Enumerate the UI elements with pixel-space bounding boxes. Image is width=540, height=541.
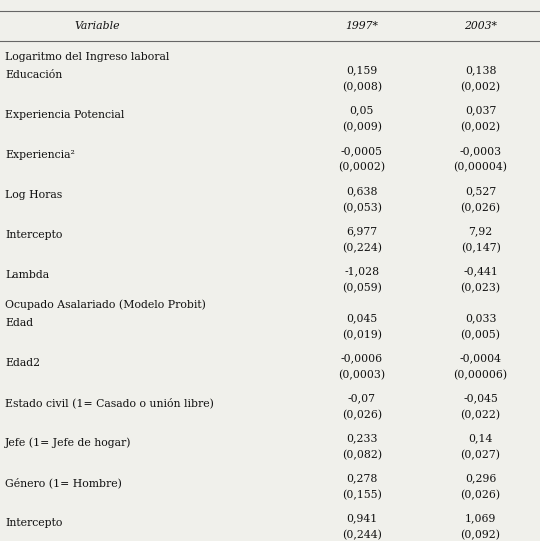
Text: 0,941: 0,941 bbox=[346, 513, 377, 524]
Text: (0,0002): (0,0002) bbox=[338, 162, 386, 173]
Text: 0,296: 0,296 bbox=[465, 473, 496, 484]
Text: (0,008): (0,008) bbox=[342, 82, 382, 93]
Text: (0,00006): (0,00006) bbox=[454, 370, 508, 380]
Text: Intercepto: Intercepto bbox=[5, 230, 63, 240]
Text: (0,059): (0,059) bbox=[342, 282, 382, 293]
Text: (0,023): (0,023) bbox=[461, 282, 501, 293]
Text: 1997*: 1997* bbox=[345, 21, 379, 31]
Text: 0,159: 0,159 bbox=[346, 65, 377, 76]
Text: 0,033: 0,033 bbox=[465, 313, 496, 324]
Text: (0,026): (0,026) bbox=[461, 202, 501, 213]
Text: (0,244): (0,244) bbox=[342, 530, 382, 540]
Text: (0,027): (0,027) bbox=[461, 450, 501, 460]
Text: Experiencia Potencial: Experiencia Potencial bbox=[5, 110, 125, 120]
Text: Log Horas: Log Horas bbox=[5, 190, 63, 200]
Text: (0,00004): (0,00004) bbox=[454, 162, 508, 173]
Text: (0,019): (0,019) bbox=[342, 330, 382, 340]
Text: Intercepto: Intercepto bbox=[5, 518, 63, 528]
Text: -0,441: -0,441 bbox=[463, 266, 498, 276]
Text: Estado civil (1= Casado o unión libre): Estado civil (1= Casado o unión libre) bbox=[5, 398, 214, 408]
Text: Edad2: Edad2 bbox=[5, 358, 40, 368]
Text: -0,045: -0,045 bbox=[463, 393, 498, 404]
Text: 0,233: 0,233 bbox=[346, 433, 377, 444]
Text: Logaritmo del Ingreso laboral: Logaritmo del Ingreso laboral bbox=[5, 52, 170, 62]
Text: Género (1= Hombre): Género (1= Hombre) bbox=[5, 478, 122, 489]
Text: 0,14: 0,14 bbox=[468, 433, 493, 444]
Text: (0,0003): (0,0003) bbox=[338, 370, 386, 380]
Text: Edad: Edad bbox=[5, 318, 33, 328]
Text: 0,045: 0,045 bbox=[346, 313, 377, 324]
Text: (0,155): (0,155) bbox=[342, 490, 382, 500]
Text: 2003*: 2003* bbox=[464, 21, 497, 31]
Text: -0,0003: -0,0003 bbox=[460, 146, 502, 156]
Text: (0,224): (0,224) bbox=[342, 242, 382, 253]
Text: -0,0006: -0,0006 bbox=[341, 353, 383, 364]
Text: 0,037: 0,037 bbox=[465, 105, 496, 116]
Text: 0,278: 0,278 bbox=[346, 473, 377, 484]
Text: (0,005): (0,005) bbox=[461, 330, 501, 340]
Text: 0,05: 0,05 bbox=[349, 105, 374, 116]
Text: Educación: Educación bbox=[5, 70, 63, 80]
Text: 1,069: 1,069 bbox=[465, 513, 496, 524]
Text: Lambda: Lambda bbox=[5, 270, 50, 280]
Text: Experiencia²: Experiencia² bbox=[5, 150, 75, 160]
Text: (0,082): (0,082) bbox=[342, 450, 382, 460]
Text: 0,138: 0,138 bbox=[465, 65, 496, 76]
Text: 6,977: 6,977 bbox=[346, 226, 377, 236]
Text: (0,009): (0,009) bbox=[342, 122, 382, 133]
Text: -1,028: -1,028 bbox=[344, 266, 380, 276]
Text: -0,0005: -0,0005 bbox=[341, 146, 383, 156]
Text: (0,002): (0,002) bbox=[461, 122, 501, 133]
Text: (0,092): (0,092) bbox=[461, 530, 501, 540]
Text: Jefe (1= Jefe de hogar): Jefe (1= Jefe de hogar) bbox=[5, 438, 132, 448]
Text: -0,0004: -0,0004 bbox=[460, 353, 502, 364]
Text: (0,147): (0,147) bbox=[461, 242, 501, 253]
Text: 0,527: 0,527 bbox=[465, 186, 496, 196]
Text: 7,92: 7,92 bbox=[469, 226, 492, 236]
Text: (0,026): (0,026) bbox=[461, 490, 501, 500]
Text: 0,638: 0,638 bbox=[346, 186, 377, 196]
Text: (0,026): (0,026) bbox=[342, 410, 382, 420]
Text: Variable: Variable bbox=[75, 21, 120, 31]
Text: (0,002): (0,002) bbox=[461, 82, 501, 93]
Text: Ocupado Asalariado (Modelo Probit): Ocupado Asalariado (Modelo Probit) bbox=[5, 299, 206, 310]
Text: (0,053): (0,053) bbox=[342, 202, 382, 213]
Text: -0,07: -0,07 bbox=[348, 393, 376, 404]
Text: (0,022): (0,022) bbox=[461, 410, 501, 420]
